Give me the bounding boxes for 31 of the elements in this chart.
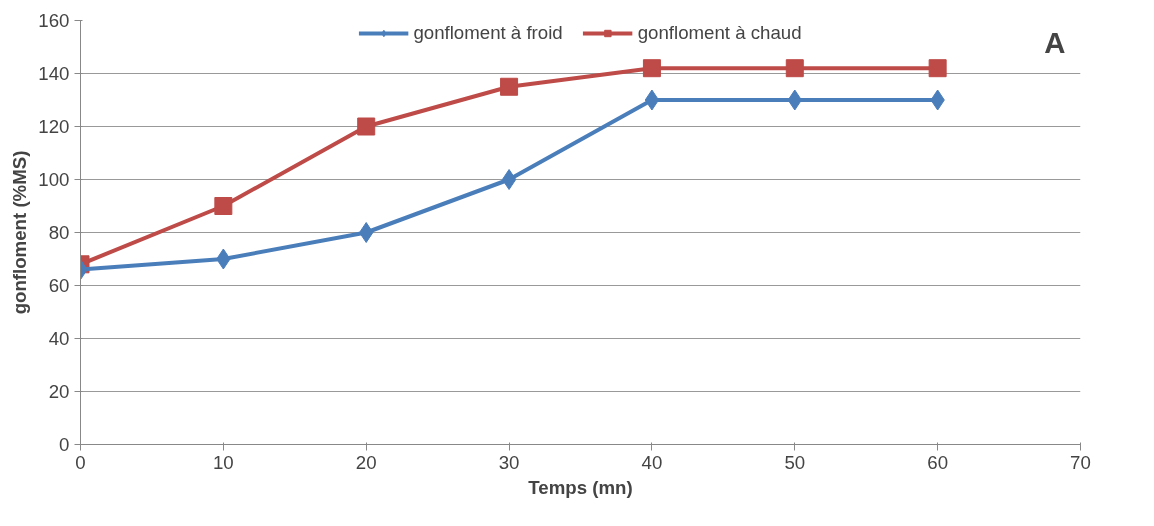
x-axis-title: Temps (mn) [528,476,633,498]
point [644,89,660,111]
x-tick-label: 0 [75,451,86,473]
y-tick-label: 160 [38,10,70,31]
point [359,222,374,243]
x-tick-label: 40 [641,451,663,473]
x-tick-label: 70 [1070,451,1091,473]
x-tick-label: 60 [927,451,949,473]
y-tick-label: 20 [48,381,70,402]
legend-label: gonfloment à chaud [637,22,802,44]
point [501,169,517,190]
y-tick-label: 80 [48,222,70,243]
x-tick-label: 30 [498,451,520,473]
x-tick-label: 20 [355,451,377,473]
point [785,59,804,78]
y-tick-label: 60 [48,275,70,296]
y-tick-label: 120 [38,116,70,137]
point [357,117,376,136]
legend-label: gonfloment à froid [413,22,563,44]
point [500,77,519,96]
y-tick-label: 0 [59,434,70,455]
y-tick-label: 140 [38,63,70,84]
x-tick-label: 50 [784,451,806,473]
y-tick-label: 100 [38,169,70,190]
annotation: A [1044,25,1066,59]
point [642,59,661,78]
x-tick-label: 10 [212,451,234,473]
point [214,197,233,215]
y-axis-title: gonfloment (%MS) [9,150,31,315]
y-tick-label: 40 [48,328,70,349]
point [928,59,947,78]
